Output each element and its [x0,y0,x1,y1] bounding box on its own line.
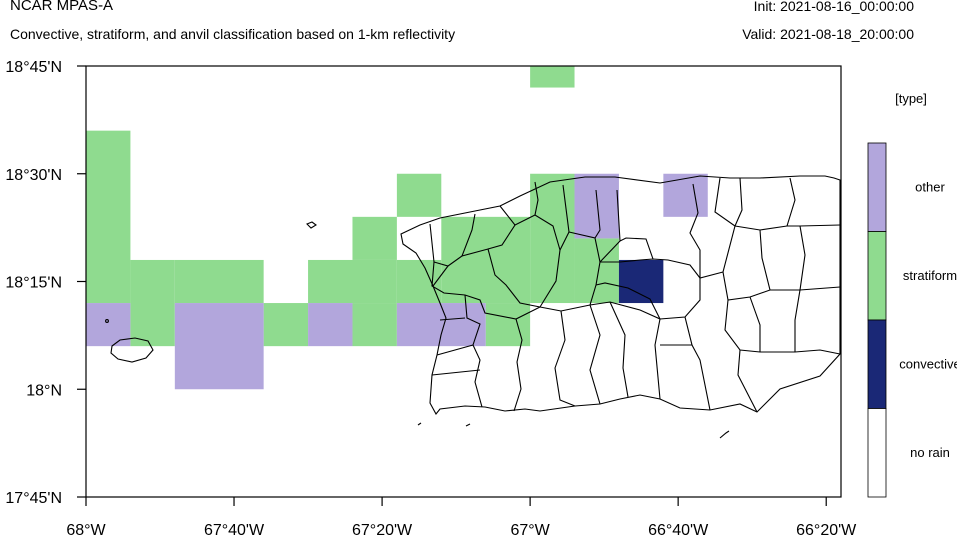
lon-tick-label: 66°40'W [648,522,709,537]
legend-swatch [867,142,887,232]
lat-tick-label: 17°45'N [5,490,62,507]
lat-tick-label: 18°30'N [5,167,62,184]
lon-tick-label: 67°20'W [352,522,413,537]
stratiform-cell [86,130,131,304]
island-outline [400,175,841,415]
municipality-boundaries [105,175,841,439]
lat-tick-label: 18°45'N [5,59,62,76]
lon-tick-label: 68°W [66,522,106,537]
stratiform-cell [396,173,442,217]
map-subtitle: Convective, stratiform, and anvil classi… [10,26,456,42]
other-cell [308,303,353,347]
lon-tick-label: 67°40'W [204,522,265,537]
stratiform-cell [396,259,442,304]
stratiform-cell [352,303,397,347]
other-cell [174,303,264,390]
lat-tick-label: 18°15'N [5,275,62,292]
legend-swatch [867,231,887,321]
other-cell [663,173,708,217]
map-title: NCAR MPAS-A [10,0,114,14]
legend: [type] other stratiform convective no rain [867,91,957,498]
lon-tick-label: 67°W [510,522,550,537]
other-cell [574,173,619,239]
classification-cells [86,66,708,390]
other-cell [396,303,486,347]
stratiform-cell [308,259,397,304]
legend-title: [type] [895,91,927,106]
other-cell [86,303,131,347]
legend-label: other [915,179,945,194]
lat-tick-label: 18°N [26,382,62,399]
stratiform-cell [530,66,575,88]
stratiform-cell [485,303,531,347]
legend-label: no rain [910,445,950,460]
convective-cell [618,259,664,304]
legend-swatch [867,319,887,409]
legend-label: stratiform [903,268,957,283]
plot-frame: 18°45'N 18°30'N 18°15'N 18°N 17°45'N 68°W 67°4… [5,59,857,537]
stratiform-cell [441,216,531,304]
stratiform-cell [130,259,175,347]
mona-island [110,337,154,363]
legend-label: convective [899,356,957,371]
lon-tick-label: 66°20'W [796,522,857,537]
stratiform-cell [174,259,264,304]
legend-swatch [867,408,887,498]
valid-time: Valid: 2021-08-18_20:00:00 [742,26,914,42]
stratiform-cell [352,216,397,260]
init-time: Init: 2021-08-16_00:00:00 [753,0,914,14]
stratiform-cell [263,303,309,347]
